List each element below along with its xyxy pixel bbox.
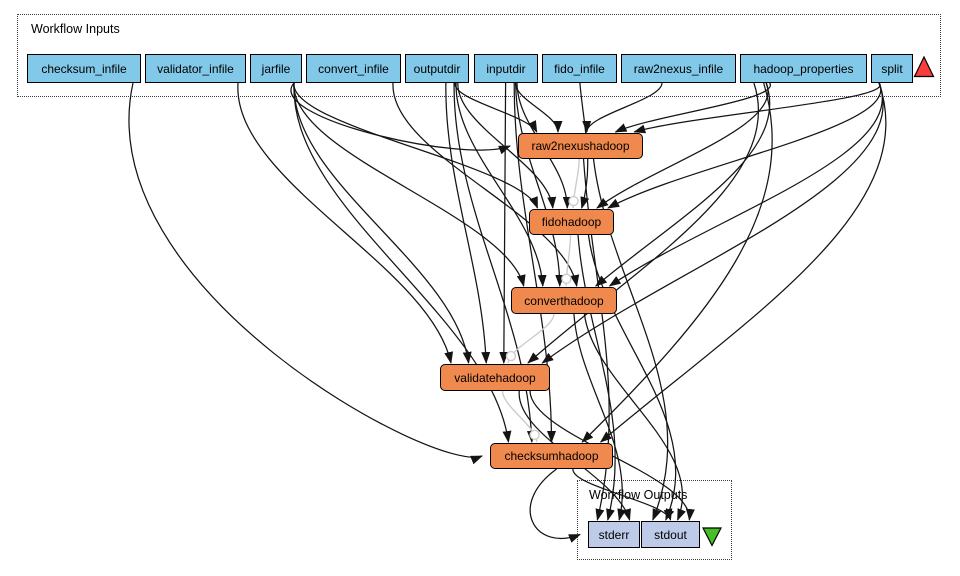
node-jarfile[interactable]: jarfile	[250, 54, 302, 83]
node-fido_infile[interactable]: fido_infile	[542, 54, 617, 83]
edge-split-checksumhadoop	[599, 82, 887, 443]
workflow-outputs-group: Workflow Outputs	[577, 480, 732, 560]
node-stderr[interactable]: stderr	[588, 521, 640, 548]
edge-validatehadoop-checksumhadoop	[501, 390, 538, 443]
workflow-outputs-label: Workflow Outputs	[589, 488, 688, 502]
node-split[interactable]: split	[871, 54, 913, 83]
edge-split-converthadoop	[608, 82, 883, 287]
node-raw2nexus_infile[interactable]: raw2nexus_infile	[621, 54, 736, 83]
edge-inputdir-validatehadoop	[499, 82, 509, 364]
edge-checksum_infile-checksumhadoop	[128, 82, 483, 465]
edge-jarfile-fidohadoop	[293, 82, 539, 209]
control-link-circle	[561, 273, 572, 285]
node-checksumhadoop[interactable]: checksumhadoop	[490, 443, 613, 469]
control-link-circle	[529, 429, 540, 441]
edge-fidohadoop-stderr	[577, 234, 616, 521]
node-hadoop_properties[interactable]: hadoop_properties	[740, 54, 867, 83]
edge-jarfile-validatehadoop	[293, 82, 472, 364]
edge-jarfile-converthadoop	[293, 82, 526, 287]
edge-hadoop_properties-converthadoop	[595, 82, 771, 287]
node-outputdir[interactable]: outputdir	[405, 54, 469, 83]
edge-fidohadoop-stdout	[587, 234, 677, 521]
edge-split-fidohadoop	[607, 82, 882, 209]
node-validatehadoop[interactable]: validatehadoop	[440, 364, 550, 391]
node-validator_infile[interactable]: validator_infile	[145, 54, 246, 83]
node-raw2nexushadoop[interactable]: raw2nexushadoop	[518, 133, 643, 159]
node-fidohadoop[interactable]: fidohadoop	[529, 209, 614, 235]
node-inputdir[interactable]: inputdir	[474, 54, 538, 83]
workflow-inputs-label: Workflow Inputs	[31, 22, 120, 36]
edge-fidohadoop-converthadoop	[565, 234, 572, 287]
edge-convert_infile-converthadoop	[392, 82, 580, 287]
edge-inputdir-converthadoop	[515, 82, 565, 287]
node-convert_infile[interactable]: convert_infile	[306, 54, 401, 83]
node-checksum_infile[interactable]: checksum_infile	[27, 54, 141, 83]
edge-checksumhadoop-stderr	[529, 468, 581, 543]
edge-outputdir-converthadoop	[455, 82, 547, 287]
edge-outputdir-validatehadoop	[445, 82, 491, 364]
control-link-circle	[505, 350, 517, 362]
edge-converthadoop-validatehadoop	[507, 313, 555, 364]
edge-raw2nexushadoop-fidohadoop	[572, 158, 580, 209]
edge-validator_infile-validatehadoop	[237, 82, 454, 364]
node-stdout[interactable]: stdout	[641, 521, 700, 548]
control-link-circle	[568, 195, 579, 207]
node-converthadoop[interactable]: converthadoop	[511, 287, 617, 314]
